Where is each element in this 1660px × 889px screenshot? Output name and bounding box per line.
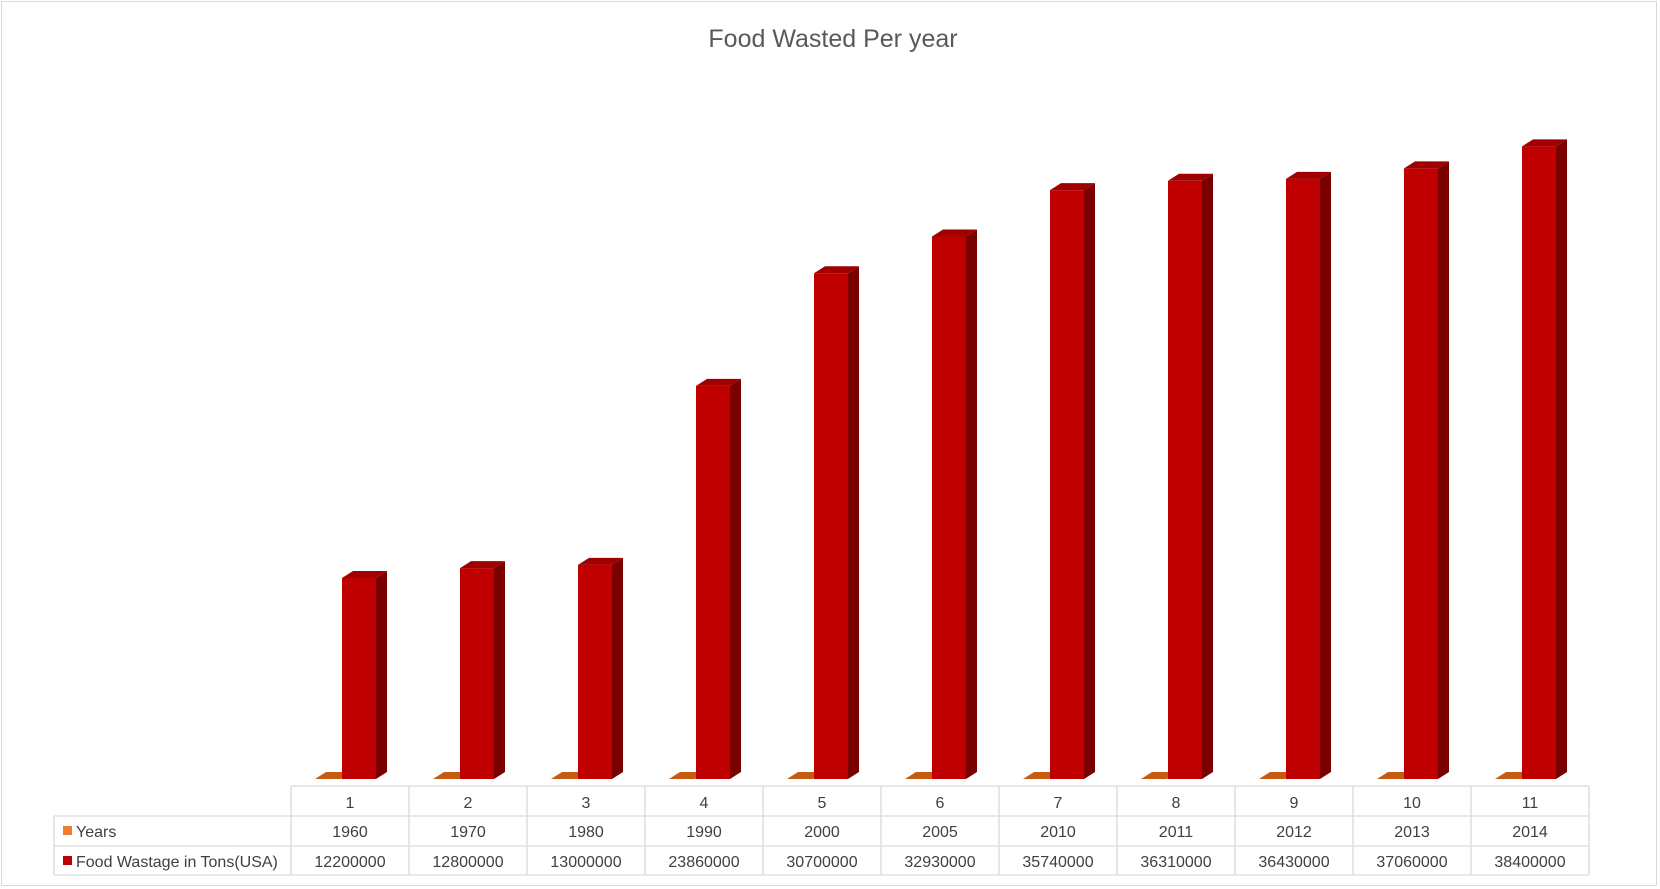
category-label: 10 [1403,795,1421,812]
bars-layer [315,139,1567,780]
cell-years: 2010 [1040,824,1076,841]
category-label: 7 [1054,795,1063,812]
chart-title: Food Wasted Per year [708,25,957,53]
legend-key-wastage [63,856,72,865]
cell-food-wastage: 13000000 [550,854,621,871]
bar-food-wastage [1522,139,1567,780]
cell-food-wastage: 38400000 [1494,854,1565,871]
bar-food-wastage [696,378,741,779]
cell-food-wastage: 36430000 [1258,854,1329,871]
cell-years: 1990 [686,824,722,841]
legend-key-years [63,826,72,835]
category-label: 11 [1522,795,1539,812]
cell-years: 2000 [804,824,840,841]
cell-years: 1980 [568,824,604,841]
bar-food-wastage [814,266,859,779]
cell-years: 1960 [332,824,368,841]
category-label: 4 [700,795,709,812]
category-label: 1 [346,795,355,812]
cell-years: 2012 [1276,824,1312,841]
row-label-wastage: Food Wastage in Tons(USA) [76,854,278,871]
cell-years: 2013 [1394,824,1430,841]
cell-food-wastage: 30700000 [786,854,857,871]
cell-years: 2014 [1512,824,1548,841]
bar-food-wastage [1050,183,1095,780]
cell-food-wastage: 35740000 [1022,854,1093,871]
category-label: 2 [464,795,473,812]
cell-food-wastage: 32930000 [904,854,975,871]
bar-food-wastage [460,561,505,779]
bar-food-wastage [578,557,623,779]
category-label: 6 [936,795,945,812]
bar-food-wastage [1286,171,1331,780]
category-label: 3 [582,795,591,812]
cell-food-wastage: 12800000 [432,854,503,871]
bar-food-wastage [1404,161,1449,779]
category-label: 8 [1172,795,1181,812]
cell-years: 1970 [450,824,486,841]
category-label: 5 [818,795,827,812]
bar-food-wastage [1168,173,1213,780]
bar-food-wastage [932,229,977,779]
cell-food-wastage: 23860000 [668,854,739,871]
cell-food-wastage: 12200000 [314,854,385,871]
row-label-years: Years [76,824,116,841]
cell-food-wastage: 37060000 [1376,854,1447,871]
data-table: Years Food Wastage in Tons(USA) 1 1960 12200… [53,785,1590,876]
cell-years: 2011 [1159,824,1194,841]
cell-food-wastage: 36310000 [1140,854,1211,871]
cell-years: 2005 [922,824,958,841]
category-label: 9 [1290,795,1299,812]
bar-food-wastage [342,571,387,779]
